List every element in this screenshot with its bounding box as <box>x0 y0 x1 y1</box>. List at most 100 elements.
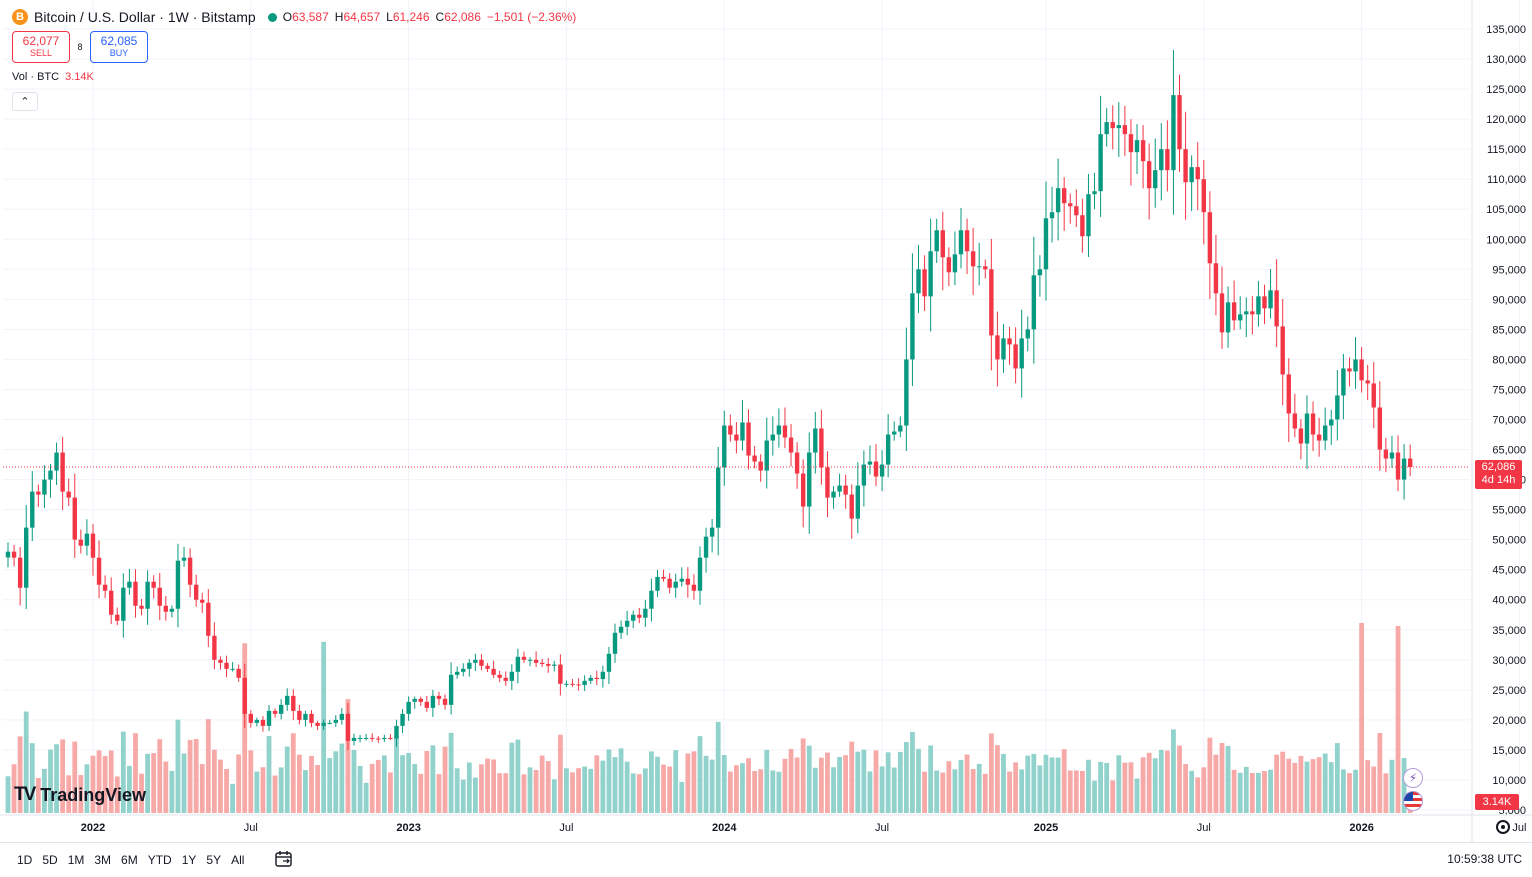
volume-bar <box>831 767 836 813</box>
time-tick-label: 2024 <box>712 822 737 834</box>
candle <box>1256 280 1261 327</box>
gear-icon[interactable] <box>1496 820 1510 834</box>
candle <box>849 484 854 539</box>
range-button-1d[interactable]: 1D <box>17 853 33 867</box>
volume-bar <box>916 748 921 813</box>
volume-bar <box>339 743 345 813</box>
range-button-1y[interactable]: 1Y <box>181 853 197 867</box>
volume-bar <box>351 749 357 813</box>
candle <box>254 717 260 727</box>
price-tick-label: 90,000 <box>1492 294 1526 306</box>
volume-bar <box>66 775 72 813</box>
range-button-all[interactable]: All <box>231 853 245 867</box>
volume-bar <box>230 783 235 813</box>
candle-body <box>297 710 302 720</box>
last-price-value: 62,086 <box>1481 461 1516 473</box>
candle <box>1159 123 1164 201</box>
candle-body <box>807 452 812 507</box>
volume-bar <box>1225 745 1231 813</box>
volume-bar <box>667 766 673 813</box>
candle <box>637 608 642 624</box>
candle <box>734 422 739 454</box>
volume-bar <box>133 733 138 813</box>
volume-bar <box>381 755 387 813</box>
candle <box>1128 119 1134 186</box>
range-button-1m[interactable]: 1M <box>67 853 85 867</box>
volume-bar <box>199 764 205 813</box>
candle <box>539 658 545 668</box>
volume-bar <box>952 769 958 813</box>
candle-body <box>382 737 387 740</box>
volume-bar <box>84 764 90 813</box>
volume-bar <box>679 781 685 813</box>
volume-bar <box>697 736 703 813</box>
candle-body <box>1407 458 1413 468</box>
candle <box>1122 105 1128 156</box>
price-tick-label: 15,000 <box>1492 745 1526 757</box>
volume-bar <box>248 750 254 813</box>
time-axis[interactable]: 2022 Jul 2023 Jul 2024 Jul 2025 Jul 2026 Jul <box>0 814 1532 834</box>
candle <box>855 462 860 534</box>
candle-body <box>1165 149 1170 171</box>
symbol-title[interactable]: Bitcoin / U.S. Dollar · 1W · Bitstamp <box>34 9 256 25</box>
candle <box>873 444 879 487</box>
price-axis[interactable]: 5,00010,00015,00020,00025,00030,00035,00… <box>1471 0 1526 842</box>
candle-body <box>1316 434 1322 441</box>
candle <box>394 719 399 747</box>
volume-bar <box>96 750 102 813</box>
candle <box>175 543 181 628</box>
candle <box>157 572 162 621</box>
sell-button[interactable]: 62,077 SELL <box>12 31 70 63</box>
candle <box>952 231 958 286</box>
candle <box>1268 268 1273 319</box>
range-button-5y[interactable]: 5Y <box>206 853 222 867</box>
lightning-icon[interactable]: ⚡ <box>1403 768 1423 788</box>
buy-button[interactable]: 62,085 BUY <box>90 31 148 63</box>
volume-bar <box>1019 769 1025 813</box>
candle <box>509 664 515 690</box>
candle <box>1140 125 1146 189</box>
volume-bar <box>290 733 296 813</box>
volume-bar <box>242 643 248 813</box>
candle <box>995 311 1000 387</box>
range-button-3m[interactable]: 3M <box>94 853 112 867</box>
tradingview-logo[interactable]: TV TradingView <box>14 784 146 806</box>
volume-bar <box>1092 780 1097 813</box>
collapse-legend-button[interactable]: ⌃ <box>12 92 38 111</box>
candle-body <box>800 473 806 507</box>
volume-bar <box>1031 753 1037 813</box>
candle <box>1231 280 1237 331</box>
volume-bar <box>454 768 460 813</box>
candle <box>1153 138 1158 208</box>
volume-bar <box>400 755 405 813</box>
price-tick-label: 70,000 <box>1492 415 1526 427</box>
candle-body <box>24 527 29 588</box>
volume-bar <box>903 742 909 813</box>
candle <box>303 710 308 727</box>
price-tick-label: 30,000 <box>1492 655 1526 667</box>
volume-bar <box>303 770 308 813</box>
time-tick-label: 2022 <box>81 822 105 834</box>
volume-bar <box>272 775 278 813</box>
candle-body <box>1177 95 1182 150</box>
candle <box>48 463 53 498</box>
volume-bar <box>108 750 114 813</box>
range-button-ytd[interactable]: YTD <box>147 853 172 867</box>
volume-bar <box>770 770 776 813</box>
candle <box>90 524 96 576</box>
range-button-5d[interactable]: 5D <box>42 853 58 867</box>
candle-body <box>618 626 624 633</box>
us-flag-icon[interactable] <box>1403 791 1423 811</box>
volume-bar <box>861 749 867 813</box>
calendar-goto-icon[interactable] <box>274 850 294 868</box>
candle-body <box>376 738 381 740</box>
volume-bar <box>1140 757 1146 813</box>
volume-legend[interactable]: Vol · BTC 3.14K <box>12 71 94 83</box>
utc-clock[interactable]: 10:59:38 UTC <box>1447 852 1522 866</box>
range-button-6m[interactable]: 6M <box>121 853 138 867</box>
candle <box>345 703 351 751</box>
price-tick-label: 100,000 <box>1486 234 1526 246</box>
candle-body <box>370 737 375 739</box>
volume-bar <box>157 739 163 813</box>
